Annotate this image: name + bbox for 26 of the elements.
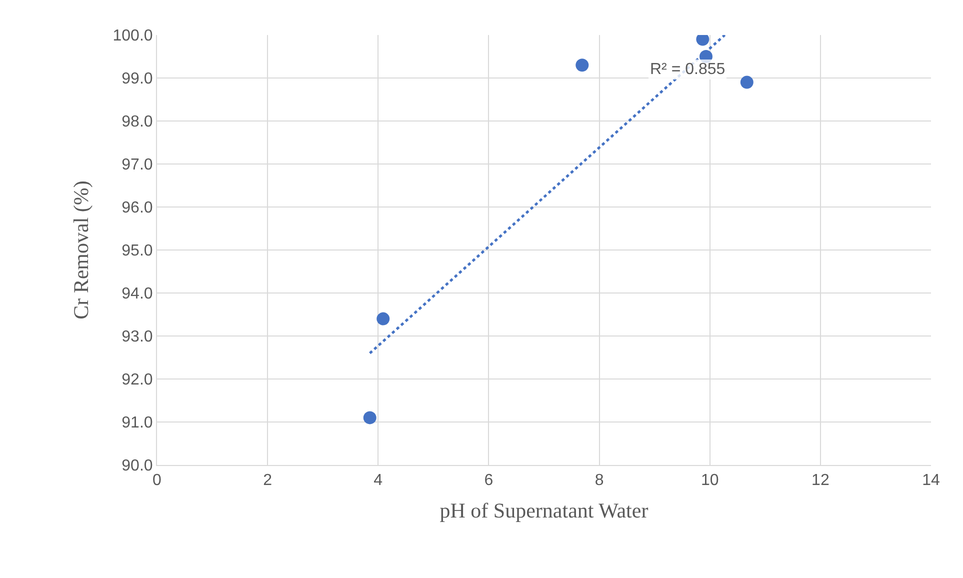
point: [576, 58, 589, 72]
y-tick-label: 92.0: [122, 372, 153, 389]
x-tick-label: 6: [484, 472, 494, 490]
x-tick-label: 14: [922, 472, 940, 490]
x-tick-label: 12: [812, 472, 830, 490]
y-axis-title: Cr Removal (%): [68, 180, 93, 320]
y-tick-label: 98.0: [122, 114, 153, 131]
y-tick-label: 97.0: [122, 156, 153, 174]
y-tick-label: 90.0: [122, 458, 153, 475]
y-tick-label: 96.0: [122, 200, 153, 217]
y-tick-label: 93.0: [122, 328, 153, 346]
x-axis-title: pH of Supernatant Water: [440, 498, 648, 522]
x-tick-label: 10: [700, 472, 719, 490]
x-tick-label: 8: [594, 472, 604, 490]
point: [740, 76, 754, 89]
x-tick-label: 2: [263, 472, 272, 490]
y-tick-label: 95.0: [122, 242, 153, 260]
x-tick-label: 0: [152, 472, 162, 490]
x-tick-label: 4: [374, 472, 383, 490]
y-tick-label: 94.0: [122, 286, 153, 303]
y-tick-label: 91.0: [122, 414, 153, 432]
y-tick-label: 100.0: [112, 28, 153, 45]
y-tick-label: 99.0: [122, 70, 153, 88]
point: [363, 411, 376, 424]
annotation: R² = 0.855: [650, 61, 726, 78]
point: [376, 312, 390, 326]
